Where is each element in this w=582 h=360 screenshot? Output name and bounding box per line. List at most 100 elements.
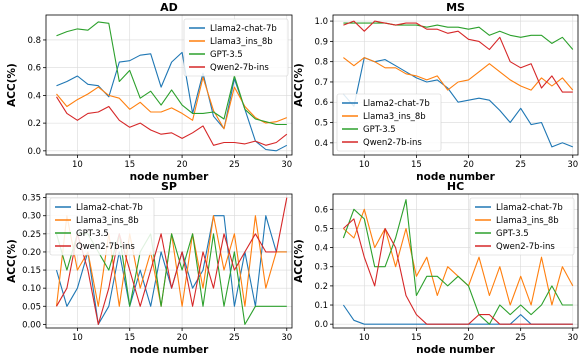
x-tick-label: 30 [567,333,578,343]
chart-panel-hc: 10 15 20 25 30 0.0 0.1 0.2 0.3 0.4 0.5 0.6 HC node nu… [293,180,579,356]
series-line-qwen2-7b-ins [56,96,288,146]
x-tick-label: 10 [359,333,370,343]
chart-panel-ms: 10 15 20 25 30 0.4 0.5 0.6 0.7 0.8 0.9 1.0 MS node nu… [293,1,579,183]
y-tick-label: 0.4 [314,139,328,149]
x-tick-label: 25 [515,160,526,170]
legend-box [336,93,442,152]
x-tick-label: 15 [124,160,135,170]
y-tick-label: 0.10 [22,284,41,294]
x-tick-label: 10 [359,160,370,170]
x-tick-label: 25 [515,333,526,343]
x-tick-label: 30 [281,160,292,170]
x-tick-label: 10 [72,333,83,343]
legend-box [469,197,575,256]
x-tick-label: 15 [411,160,422,170]
series-line-qwen2-7b-ins [343,218,573,325]
legend-label: Qwen2-7b-ins [363,138,422,148]
legend-label: Qwen2-7b-ins [496,242,555,252]
legend: Llama2-chat-7b Llama3_ins_8b GPT-3.5 Qwen2-… [469,197,575,256]
legend-label: Llama3_ins_8b [76,216,139,226]
x-tick-label: 30 [567,160,578,170]
series-line-qwen2-7b-ins [56,197,288,325]
y-tick-label: 0.6 [314,205,328,215]
series-line-llama2-chat-7b [56,51,288,152]
y-tick-label: 0.5 [314,224,328,234]
legend-label: Llama3_ins_8b [496,216,559,226]
legend-label: Llama2-chat-7b [496,203,563,213]
y-tick-label: 0.6 [27,64,41,74]
y-tick-label: 0.7 [314,78,328,88]
x-tick-label: 25 [229,333,240,343]
y-axis-label: ACC(%) [6,63,18,107]
y-tick-label: 0.2 [27,119,41,129]
legend-label: Qwen2-7b-ins [210,63,269,73]
series-line-llama3-ins-8b [56,76,288,130]
y-tick-label: 0.4 [314,244,328,254]
x-tick-label: 25 [229,160,240,170]
series-line-llama2-chat-7b [342,57,574,148]
x-axis-label: node number [416,171,496,183]
y-tick-label: 0.2 [314,282,328,292]
legend-box [49,197,155,256]
x-axis-label: node number [130,344,210,356]
x-tick-label: 20 [177,160,188,170]
y-tick-label: 0.4 [27,91,41,101]
plot-frame [45,14,293,156]
series-line-llama3-ins-8b [343,57,574,91]
panel-title: MS [446,1,465,14]
panel-title: HC [447,180,464,193]
y-tick-label: 0.30 [22,212,41,222]
y-tick-label: 1.0 [314,17,328,27]
legend-label: GPT-3.5 [363,125,396,135]
y-tick-label: 0.20 [22,248,41,258]
x-tick-label: 20 [463,333,474,343]
legend: Llama2-chat-7b Llama3_ins_8b GPT-3.5 Qwen2-… [49,197,155,256]
series-line-gpt-3-5 [342,199,573,325]
y-tick-label: 0.3 [314,263,328,273]
y-tick-label: 0.25 [22,230,41,240]
y-axis-label: ACC(%) [293,239,305,283]
y-tick-label: 0.15 [22,266,41,276]
legend-label: GPT-3.5 [210,50,243,60]
series-line-gpt-3-5 [343,22,574,50]
legend-label: GPT-3.5 [76,229,109,239]
x-tick-label: 30 [281,333,292,343]
series-line-qwen2-7b-ins [343,20,573,93]
y-tick-label: 0.05 [22,302,41,312]
chart-panel-sp: 10 15 20 25 30 0.00 0.05 0.10 0.15 0.20 0.25 0.30 0.… [6,180,293,356]
legend-label: Llama2-chat-7b [210,24,277,34]
legend-label: Llama3_ins_8b [363,112,426,122]
legend-label: Qwen2-7b-ins [76,242,135,252]
y-tick-label: 0.35 [22,194,41,204]
y-tick-label: 0.1 [314,301,328,311]
legend-label: Llama2-chat-7b [363,99,430,109]
legend-label: Llama3_ins_8b [210,37,273,47]
y-axis-label: ACC(%) [6,239,18,283]
plot-frame [332,14,579,156]
y-tick-label: 0.9 [314,37,328,47]
panel-title: SP [161,180,177,193]
y-axis-label: ACC(%) [293,63,305,107]
y-tick-label: 0.0 [27,147,41,157]
panel-title: AD [160,1,178,14]
x-axis-label: node number [416,344,496,356]
y-tick-label: 0.00 [22,320,41,330]
y-tick-label: 0.5 [314,119,328,129]
y-tick-label: 0.0 [314,320,328,330]
legend: Llama2-chat-7b Llama3_ins_8b GPT-3.5 Qwen2-… [183,18,289,77]
x-tick-label: 20 [177,333,188,343]
x-tick-label: 10 [72,160,83,170]
y-tick-label: 0.8 [314,58,328,68]
legend-label: Llama2-chat-7b [76,203,143,213]
x-tick-label: 15 [124,333,135,343]
x-tick-label: 20 [463,160,474,170]
legend: Llama2-chat-7b Llama3_ins_8b GPT-3.5 Qwen2-… [336,93,442,152]
x-axis-label: node number [130,171,210,183]
chart-panel-ad: 10 15 20 25 30 0.0 0.2 0.4 0.6 0.8 AD node number AC… [6,1,293,183]
legend-label: GPT-3.5 [496,229,529,239]
y-tick-label: 0.8 [27,36,41,46]
plot-frame [45,193,293,329]
y-tick-label: 0.6 [314,98,328,108]
plot-frame [332,193,579,329]
